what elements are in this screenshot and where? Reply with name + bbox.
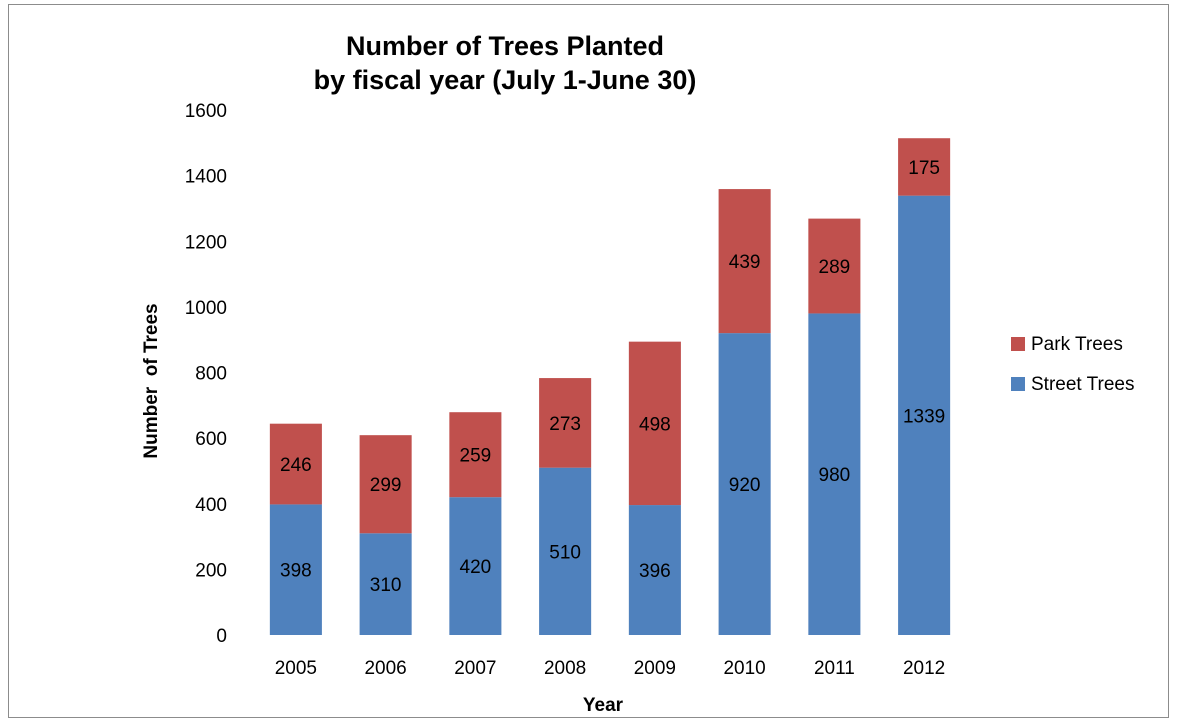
chart-frame: Number of Trees Planted by fiscal year (… bbox=[8, 4, 1169, 718]
bar-park-trees bbox=[539, 378, 592, 468]
bar-park-trees bbox=[628, 341, 681, 506]
legend-swatch bbox=[1011, 377, 1025, 391]
data-label: 299 bbox=[370, 475, 402, 496]
data-label: 920 bbox=[729, 475, 761, 496]
legend-label: Street Trees bbox=[1031, 374, 1135, 395]
data-label: 259 bbox=[460, 446, 492, 467]
chart-title-line-2: by fiscal year (July 1-June 30) bbox=[314, 65, 697, 95]
x-tick-label: 2010 bbox=[723, 658, 765, 679]
bar-street-trees bbox=[718, 333, 771, 635]
y-tick-label: 0 bbox=[216, 626, 227, 647]
bar-street-trees bbox=[359, 533, 412, 635]
x-axis-title: Year bbox=[583, 695, 624, 716]
data-label: 980 bbox=[819, 465, 851, 486]
data-label: 273 bbox=[549, 414, 581, 435]
data-label: 498 bbox=[639, 414, 671, 435]
data-label: 396 bbox=[639, 561, 671, 582]
y-axis-title: Number of Trees bbox=[141, 303, 162, 458]
bar-park-trees bbox=[449, 412, 502, 498]
data-label: 310 bbox=[370, 575, 402, 596]
x-tick-label: 2011 bbox=[814, 658, 855, 679]
y-axis: 0 200 400 600 800 1000 1200 1400 1600 bbox=[185, 101, 227, 647]
data-label: 398 bbox=[280, 561, 312, 582]
bar-street-trees bbox=[539, 467, 592, 635]
legend-label: Park Trees bbox=[1031, 334, 1123, 355]
bar-street-trees bbox=[898, 195, 951, 635]
x-axis: 2005 2006 2007 2008 2009 2010 2011 2012 bbox=[275, 658, 946, 679]
bar-street-trees bbox=[628, 505, 681, 635]
y-tick-label: 1400 bbox=[185, 167, 227, 188]
data-label: 1339 bbox=[903, 406, 945, 427]
x-tick-label: 2005 bbox=[275, 658, 317, 679]
y-tick-label: 1200 bbox=[185, 232, 227, 253]
y-tick-label: 800 bbox=[195, 364, 227, 385]
bar-park-trees bbox=[359, 435, 412, 534]
data-label: 439 bbox=[729, 252, 761, 273]
y-tick-label: 400 bbox=[195, 495, 227, 516]
x-tick-label: 2006 bbox=[364, 658, 406, 679]
y-tick-label: 1600 bbox=[185, 101, 227, 122]
chart-title-line-1: Number of Trees Planted bbox=[346, 31, 664, 61]
x-tick-label: 2012 bbox=[903, 658, 945, 679]
data-label: 510 bbox=[549, 542, 581, 563]
y-tick-label: 200 bbox=[195, 560, 227, 581]
bars-group: 398 246 310 299 420 259 510 273 396 498 920 439 980 2… bbox=[269, 138, 951, 635]
data-label: 420 bbox=[460, 557, 492, 578]
bar-park-trees bbox=[718, 189, 771, 334]
x-tick-label: 2009 bbox=[634, 658, 676, 679]
legend-swatch bbox=[1011, 337, 1025, 351]
y-tick-label: 600 bbox=[195, 429, 227, 450]
x-tick-label: 2008 bbox=[544, 658, 586, 679]
bar-street-trees bbox=[449, 497, 502, 635]
bar-park-trees bbox=[898, 138, 951, 196]
legend: Park Trees Street Trees bbox=[1011, 334, 1135, 395]
bar-park-trees bbox=[808, 218, 861, 314]
bar-park-trees bbox=[269, 423, 322, 505]
data-label: 175 bbox=[908, 158, 940, 179]
data-label: 289 bbox=[819, 257, 851, 278]
y-tick-label: 1000 bbox=[185, 298, 227, 319]
x-tick-label: 2007 bbox=[454, 658, 496, 679]
stacked-bar-chart: Number of Trees Planted by fiscal year (… bbox=[141, 31, 1135, 716]
data-label: 246 bbox=[280, 455, 312, 476]
bar-street-trees bbox=[808, 313, 861, 635]
bar-street-trees bbox=[269, 504, 322, 635]
